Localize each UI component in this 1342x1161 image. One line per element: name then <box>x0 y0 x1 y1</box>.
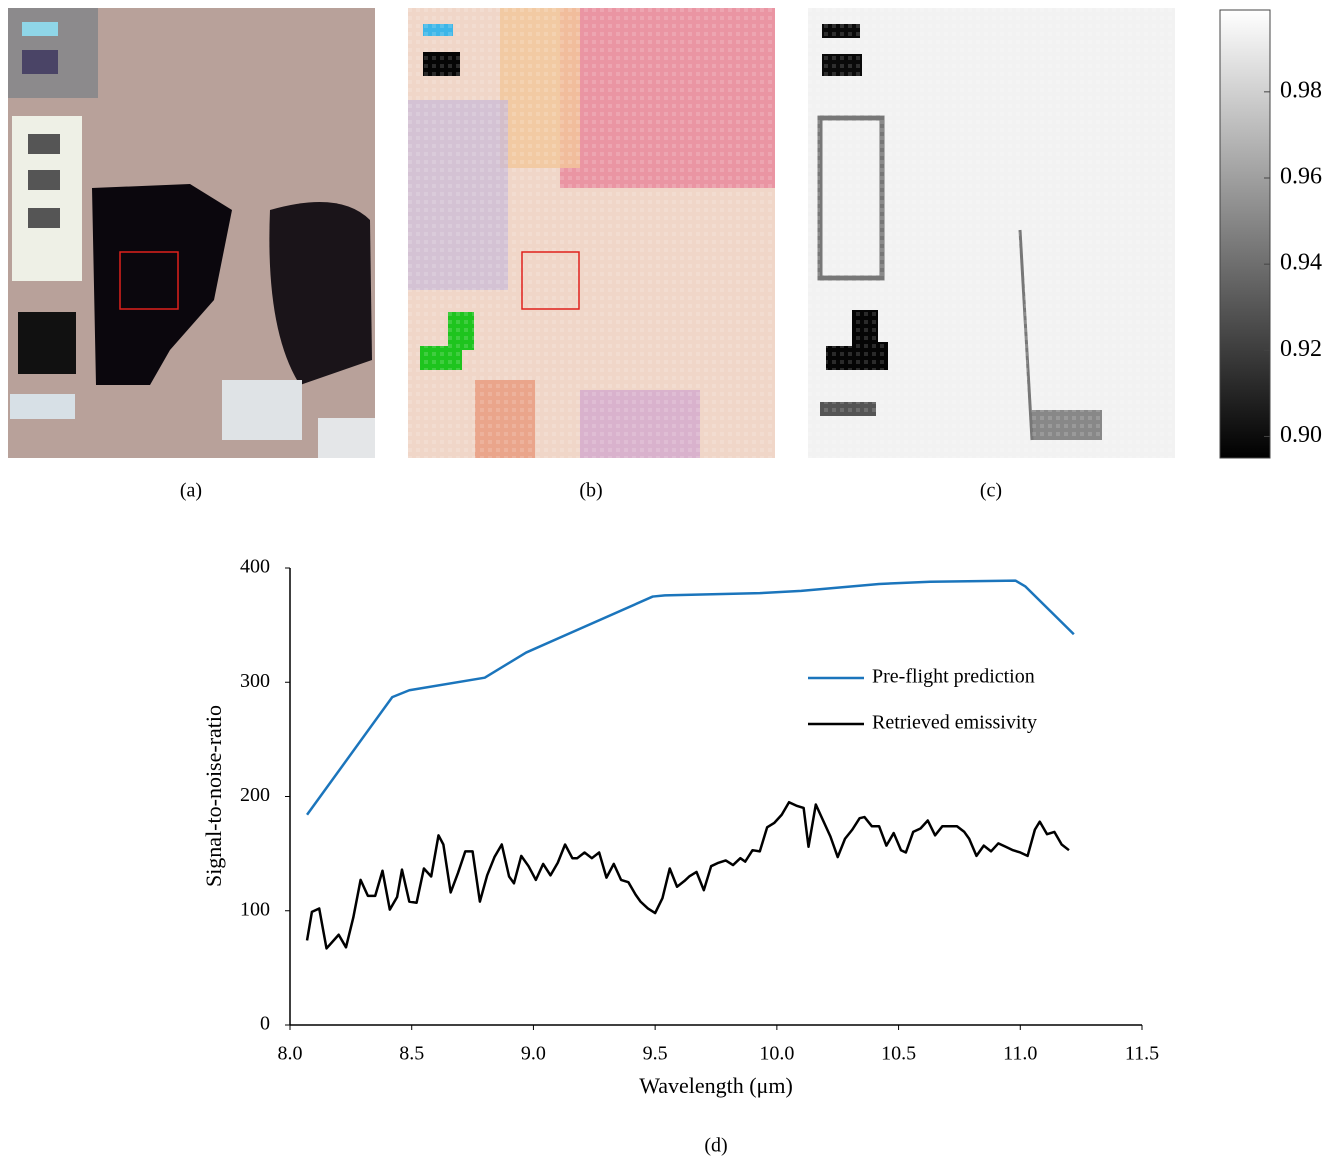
colorbar-tick-label: 0.90 <box>1280 422 1322 448</box>
x-tick-label: 11.0 <box>1003 1043 1037 1065</box>
colorbar-tick-label: 0.98 <box>1280 77 1322 103</box>
colorbar-tick-label: 0.92 <box>1280 336 1322 362</box>
panel-label: (a) <box>180 480 202 502</box>
image-a <box>8 8 375 458</box>
y-tick-label: 100 <box>240 898 270 920</box>
x-tick-label: 8.5 <box>399 1043 424 1065</box>
x-tick-label: 8.0 <box>278 1043 303 1065</box>
legend-label: Retrieved emissivity <box>872 712 1037 734</box>
x-tick-label: 9.5 <box>643 1043 668 1065</box>
y-tick-label: 0 <box>260 1013 270 1035</box>
image-b <box>408 8 775 458</box>
y-tick-label: 200 <box>240 784 270 806</box>
x-axis-title: Wavelength (μm) <box>639 1073 793 1098</box>
colorbar-tick-label: 0.96 <box>1280 164 1322 190</box>
x-tick-label: 11.5 <box>1125 1043 1159 1065</box>
y-tick-label: 400 <box>240 556 270 578</box>
line-series <box>306 579 1075 816</box>
colorbar <box>1219 9 1271 459</box>
x-tick-label: 10.5 <box>881 1043 916 1065</box>
panel-label: (c) <box>980 480 1002 502</box>
panel-label: (b) <box>579 480 602 502</box>
y-tick-label: 300 <box>240 670 270 692</box>
line-series <box>305 800 1070 950</box>
x-tick-label: 10.0 <box>759 1043 794 1065</box>
legend-label: Pre-flight prediction <box>872 666 1035 688</box>
x-tick-label: 9.0 <box>521 1043 546 1065</box>
colorbar-tick-label: 0.94 <box>1280 250 1322 276</box>
panel-label: (d) <box>704 1135 727 1157</box>
image-c <box>808 8 1175 458</box>
y-axis-title: Signal-to-noise-ratio <box>201 705 226 887</box>
